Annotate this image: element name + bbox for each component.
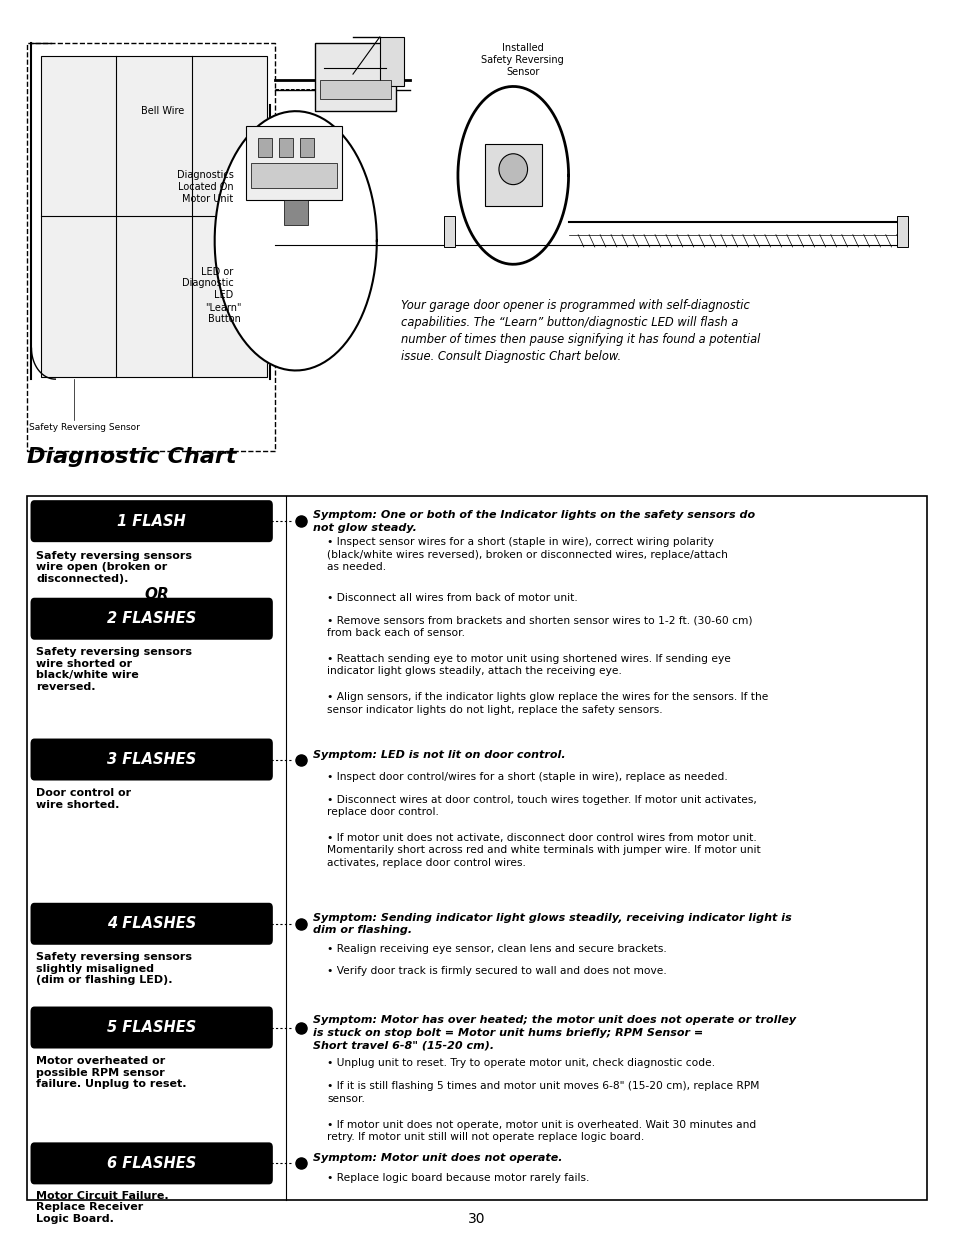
Bar xyxy=(246,126,341,200)
Bar xyxy=(299,138,314,157)
Text: • Inspect sensor wires for a short (staple in wire), correct wiring polarity
(bl: • Inspect sensor wires for a short (stap… xyxy=(327,537,727,572)
FancyBboxPatch shape xyxy=(30,739,273,781)
Text: Motor Circuit Failure.
Replace Receiver
Logic Board.: Motor Circuit Failure. Replace Receiver … xyxy=(36,1191,169,1224)
Bar xyxy=(257,138,272,157)
Text: Diagnostics
Located On
Motor Unit: Diagnostics Located On Motor Unit xyxy=(176,170,233,204)
Text: • Unplug unit to reset. Try to operate motor unit, check diagnostic code.: • Unplug unit to reset. Try to operate m… xyxy=(327,1058,715,1068)
Text: 3 FLASHES: 3 FLASHES xyxy=(107,752,196,767)
Text: • If motor unit does not operate, motor unit is overheated. Wait 30 minutes and
: • If motor unit does not operate, motor … xyxy=(327,1119,756,1142)
Bar xyxy=(443,216,455,247)
Text: Symptom: One or both of the Indicator lights on the safety sensors do
not glow s: Symptom: One or both of the Indicator li… xyxy=(313,510,754,532)
Text: • Disconnect wires at door control, touch wires together. If motor unit activate: • Disconnect wires at door control, touc… xyxy=(327,795,756,818)
Ellipse shape xyxy=(498,153,527,184)
FancyBboxPatch shape xyxy=(30,500,273,542)
Text: LED or
Diagnostic
LED: LED or Diagnostic LED xyxy=(182,267,233,300)
Polygon shape xyxy=(214,111,376,370)
Text: • Replace logic board because motor rarely fails.: • Replace logic board because motor rare… xyxy=(327,1173,589,1183)
Bar xyxy=(314,43,395,111)
Bar xyxy=(251,163,336,188)
Text: Safety reversing sensors
wire open (broken or
disconnected).: Safety reversing sensors wire open (brok… xyxy=(36,551,193,584)
Text: 1 FLASH: 1 FLASH xyxy=(117,514,186,529)
Text: Symptom: LED is not lit on door control.: Symptom: LED is not lit on door control. xyxy=(313,750,565,760)
Text: • Inspect door control/wires for a short (staple in wire), replace as needed.: • Inspect door control/wires for a short… xyxy=(327,772,727,782)
Bar xyxy=(41,56,267,377)
Text: • If motor unit does not activate, disconnect door control wires from motor unit: • If motor unit does not activate, disco… xyxy=(327,832,760,868)
Text: Your garage door opener is programmed with self-diagnostic
capabilities. The “Le: Your garage door opener is programmed wi… xyxy=(400,299,760,363)
Text: • Disconnect all wires from back of motor unit.: • Disconnect all wires from back of moto… xyxy=(327,593,578,603)
Text: • Align sensors, if the indicator lights glow replace the wires for the sensors.: • Align sensors, if the indicator lights… xyxy=(327,693,768,715)
Text: Symptom: Motor has over heated; the motor unit does not operate or trolley
is st: Symptom: Motor has over heated; the moto… xyxy=(313,1015,795,1051)
Text: OR: OR xyxy=(144,587,169,601)
Bar xyxy=(27,43,274,451)
Text: Motor overheated or
possible RPM sensor
failure. Unplug to reset.: Motor overheated or possible RPM sensor … xyxy=(36,1056,187,1089)
Bar xyxy=(379,37,403,86)
FancyBboxPatch shape xyxy=(30,598,273,640)
Bar xyxy=(896,216,907,247)
Text: 30: 30 xyxy=(468,1212,485,1226)
Text: • Remove sensors from brackets and shorten sensor wires to 1-2 ft. (30-60 cm)
fr: • Remove sensors from brackets and short… xyxy=(327,616,752,638)
Bar xyxy=(0,0,953,494)
Bar xyxy=(27,496,926,1200)
Text: • If it is still flashing 5 times and motor unit moves 6-8" (15-20 cm), replace : • If it is still flashing 5 times and mo… xyxy=(327,1082,759,1104)
FancyBboxPatch shape xyxy=(30,1142,273,1184)
Text: 6 FLASHES: 6 FLASHES xyxy=(107,1156,196,1171)
Text: Installed
Safety Reversing
Sensor: Installed Safety Reversing Sensor xyxy=(481,43,563,77)
Bar xyxy=(319,80,391,99)
Text: Bell Wire: Bell Wire xyxy=(141,106,184,116)
Text: • Verify door track is firmly secured to wall and does not move.: • Verify door track is firmly secured to… xyxy=(327,966,666,977)
Text: 2 FLASHES: 2 FLASHES xyxy=(107,611,196,626)
Text: Door control or
wire shorted.: Door control or wire shorted. xyxy=(36,788,132,809)
Text: 5 FLASHES: 5 FLASHES xyxy=(107,1020,196,1035)
Polygon shape xyxy=(457,86,568,264)
Text: Safety reversing sensors
slightly misaligned
(dim or flashing LED).: Safety reversing sensors slightly misali… xyxy=(36,952,193,986)
FancyBboxPatch shape xyxy=(30,1007,273,1049)
Text: "Learn"
Button: "Learn" Button xyxy=(205,303,241,324)
Text: Symptom: Motor unit does not operate.: Symptom: Motor unit does not operate. xyxy=(313,1153,562,1163)
Text: • Reattach sending eye to motor unit using shortened wires. If sending eye
indic: • Reattach sending eye to motor unit usi… xyxy=(327,655,730,677)
Bar xyxy=(278,138,293,157)
Text: Diagnostic Chart: Diagnostic Chart xyxy=(27,447,236,467)
Bar xyxy=(484,144,541,206)
Text: Safety Reversing Sensor: Safety Reversing Sensor xyxy=(29,424,139,432)
Bar xyxy=(284,200,308,225)
Text: Symptom: Sending indicator light glows steadily, receiving indicator light is
di: Symptom: Sending indicator light glows s… xyxy=(313,913,791,935)
Text: Safety reversing sensors
wire shorted or
black/white wire
reversed.: Safety reversing sensors wire shorted or… xyxy=(36,647,193,692)
Text: • Realign receiving eye sensor, clean lens and secure brackets.: • Realign receiving eye sensor, clean le… xyxy=(327,944,666,953)
FancyBboxPatch shape xyxy=(30,903,273,945)
Text: 4 FLASHES: 4 FLASHES xyxy=(107,916,196,931)
